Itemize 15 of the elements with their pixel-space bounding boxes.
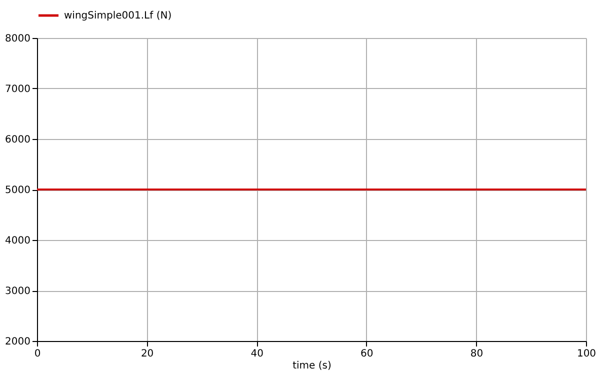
y-tick-label: 6000 bbox=[5, 134, 30, 146]
legend-label: wingSimple001.Lf (N) bbox=[64, 10, 172, 22]
y-tick-label: 2000 bbox=[5, 336, 30, 348]
y-tick-label: 4000 bbox=[5, 236, 30, 246]
y-tick-label: 5000 bbox=[5, 185, 30, 196]
x-tick-label: 0 bbox=[34, 348, 41, 360]
x-tick-label: 20 bbox=[140, 348, 154, 360]
x-tick-label: 80 bbox=[470, 348, 484, 360]
y-tick-label: 8000 bbox=[5, 34, 30, 44]
x-tick-label: 60 bbox=[360, 348, 374, 360]
x-tick-label: 100 bbox=[576, 348, 596, 360]
y-tick-label: 3000 bbox=[5, 286, 30, 297]
y-tick-label: 7000 bbox=[5, 84, 30, 95]
x-axis-title: time (s) bbox=[292, 360, 332, 372]
x-tick-label: 40 bbox=[250, 348, 264, 360]
